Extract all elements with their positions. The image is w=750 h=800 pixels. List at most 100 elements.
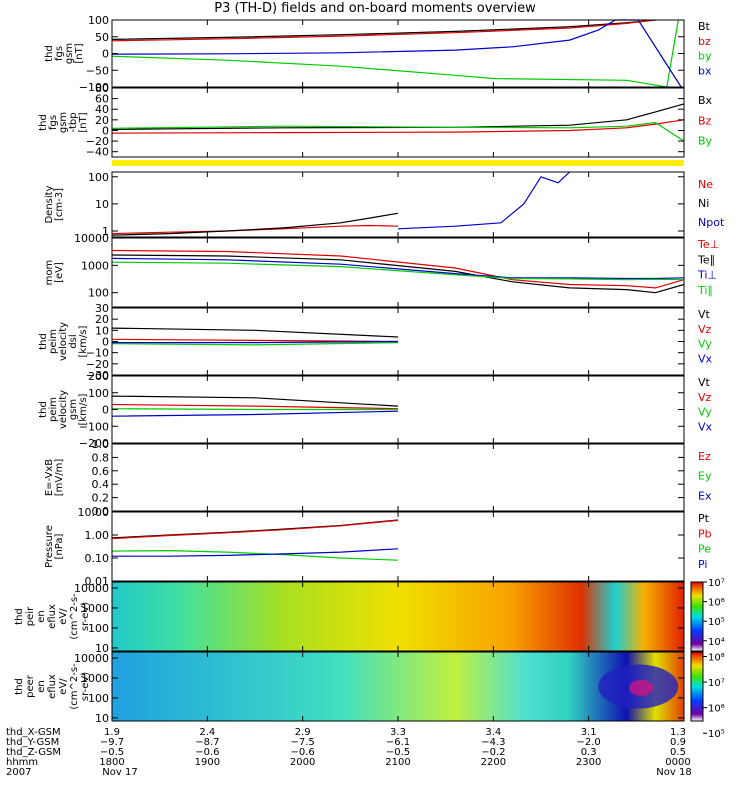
y-tick-label: 10	[95, 198, 109, 211]
z-gsm-value: −0.2	[481, 747, 505, 758]
legend-Pi: Pi	[698, 558, 707, 571]
y-axis-label: peim	[48, 329, 59, 354]
y-axis-label: dsl	[68, 334, 79, 348]
y-axis-label: fgs	[48, 115, 59, 130]
spectrogram-core	[629, 679, 654, 696]
legend-Bx: Bx	[698, 94, 713, 107]
time-label: 2200	[481, 757, 506, 768]
y-axis-label: [km/s]	[78, 393, 89, 425]
series-by	[111, 19, 679, 88]
y-tick-label: 0	[102, 404, 109, 417]
series-Vx	[112, 340, 399, 344]
legend-Vt: Vt	[698, 308, 711, 321]
x-row-label: 2007	[6, 767, 31, 778]
legend-Ez: Ez	[698, 450, 711, 463]
y-tick-label: −50	[86, 64, 109, 77]
colorbar-tick-label: 10⁶	[708, 598, 725, 609]
y-tick-label: 10000	[74, 652, 109, 665]
legend-by: by	[698, 50, 712, 63]
series-Pb	[111, 519, 399, 540]
y-tick-label: −100	[79, 81, 109, 94]
series-Vy	[111, 342, 399, 346]
y-axis-label: [mV/m]	[54, 459, 65, 497]
date-label: Nov 17	[102, 767, 137, 778]
y-axis-label: gsm	[58, 112, 69, 133]
y-tick-label: 10	[95, 712, 109, 725]
y-tick-label: 80	[95, 82, 109, 95]
legend-Vy: Vy	[698, 406, 712, 419]
x-gsm-value: 1.9	[104, 727, 120, 738]
z-gsm-value: −0.5	[386, 747, 410, 758]
spectrogram-p9	[112, 582, 684, 651]
y-tick-label: 0.6	[92, 465, 110, 478]
y-axis-label: thd	[38, 333, 49, 350]
y-tick-label: 0.8	[92, 451, 110, 464]
y-axis-label: [eV]	[54, 262, 65, 283]
plot-title: P3 (TH-D) fields and on-board moments ov…	[214, 1, 536, 16]
colorbar-tick-label: 10⁶	[708, 704, 725, 715]
time-label: 1900	[195, 757, 220, 768]
y-gsm-value: −2.0	[576, 737, 600, 748]
legend-Vz: Vz	[698, 391, 712, 404]
series-Pi	[112, 548, 399, 557]
series-Bt	[111, 19, 656, 40]
y-tick-label: 10	[95, 642, 109, 655]
legend-Ne: Ne	[698, 178, 713, 191]
y-tick-label: −30	[86, 369, 109, 382]
y-tick-label: 0	[102, 124, 109, 137]
legend-Vx: Vx	[698, 420, 713, 433]
y-tick-label: 100	[88, 622, 109, 635]
y-tick-label: 0.4	[92, 478, 110, 491]
y-tick-label: 1000	[81, 672, 109, 685]
legend-Pe: Pe	[698, 543, 711, 556]
series-Bz	[111, 119, 685, 134]
series-Bx	[111, 103, 685, 130]
y-axis-label: [nT]	[74, 43, 85, 63]
y-axis-label: fgs	[54, 46, 65, 61]
y-tick-label: −20	[86, 135, 109, 148]
x-gsm-value: 3.1	[581, 727, 597, 738]
legend-Te⊥: Te⊥	[697, 238, 719, 251]
y-axis-label: eV/	[58, 608, 69, 625]
legend-Vx: Vx	[698, 352, 713, 365]
series-bx	[111, 19, 682, 88]
x-row-label: thd_Z-GSM	[6, 747, 61, 758]
z-gsm-value: −0.5	[100, 747, 124, 758]
x-row-label: hhmm	[6, 757, 38, 768]
y-tick-label: 0.2	[92, 492, 110, 505]
time-label: 2100	[385, 757, 410, 768]
y-tick-label: 1000	[81, 602, 109, 615]
time-label: 1800	[99, 757, 124, 768]
z-gsm-value: −0.6	[290, 747, 314, 758]
y-axis-label: sr-eV)	[80, 672, 91, 701]
legend-Ti⊥: Ti⊥	[697, 269, 717, 282]
series-Pe	[111, 549, 399, 561]
series-Vy	[111, 408, 398, 411]
panel-frame-p7	[111, 443, 685, 512]
y-axis-label: peer	[25, 674, 36, 698]
y-tick-label: 0	[102, 336, 109, 349]
y-tick-label: −100	[79, 420, 109, 433]
y-tick-label: 20	[95, 114, 109, 127]
y-tick-label: 1.0	[92, 438, 110, 451]
series-bz	[111, 19, 656, 42]
y-axis-label: [nPa]	[54, 533, 65, 559]
y-tick-label: 30	[95, 302, 109, 315]
series-Te∥	[111, 254, 685, 294]
y-gsm-value: −8.7	[195, 737, 219, 748]
time-label: 2000	[290, 757, 315, 768]
legend-By: By	[698, 135, 713, 148]
y-axis-label: -tbp	[68, 112, 79, 132]
y-gsm-value: −7.5	[290, 737, 314, 748]
y-tick-label: 100	[88, 14, 109, 27]
y-tick-label: 60	[95, 93, 109, 106]
x-row-label: thd_X-GSM	[6, 727, 61, 738]
y-tick-label: 40	[95, 103, 109, 116]
legend-Bz: Bz	[698, 114, 712, 127]
y-tick-label: 100	[88, 287, 109, 300]
series-Ti∥	[111, 261, 685, 281]
series-Npot	[397, 171, 571, 230]
y-tick-label: 20	[95, 313, 109, 326]
colorbar-p9	[690, 581, 704, 652]
series-Te⊥	[111, 249, 685, 289]
